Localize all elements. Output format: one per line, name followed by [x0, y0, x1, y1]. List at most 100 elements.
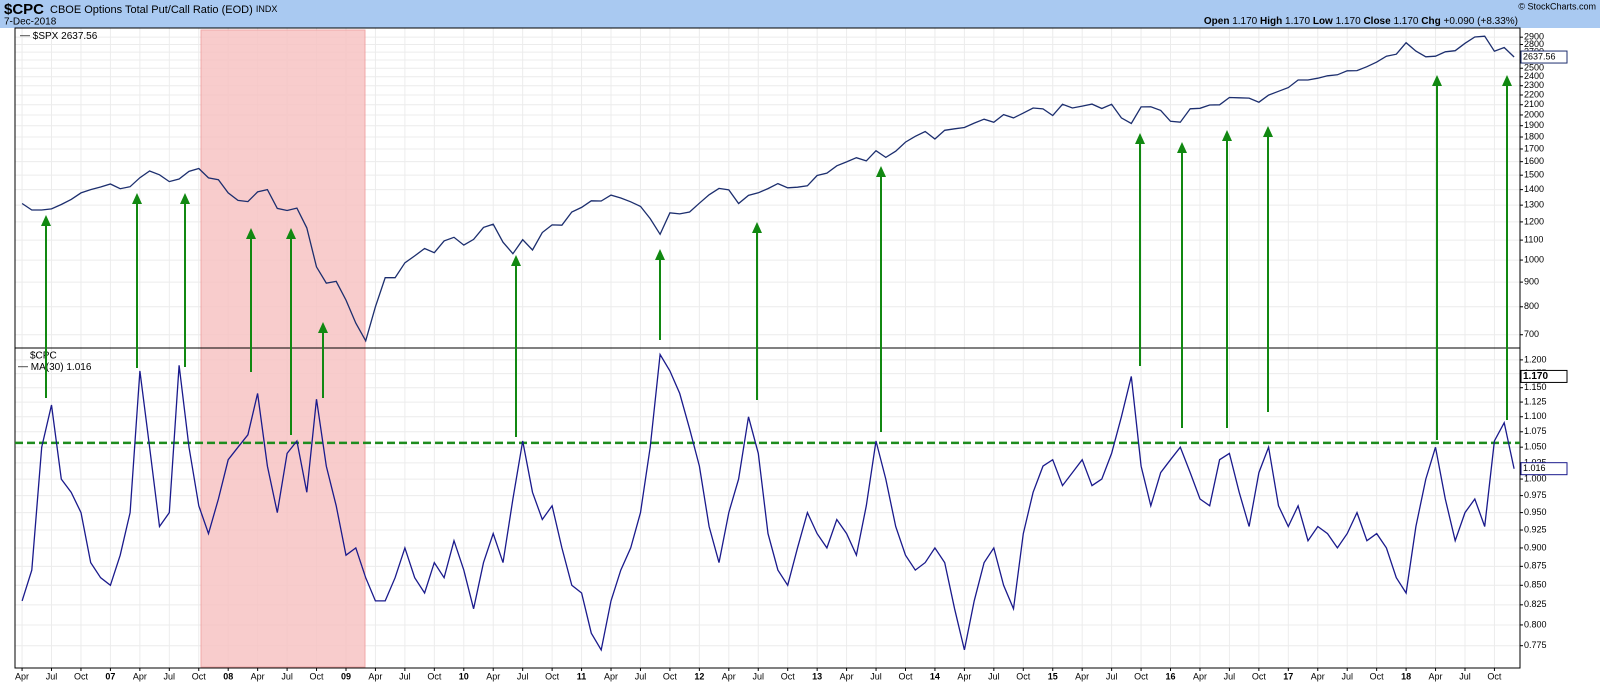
last-value-label: 2637.56: [1523, 51, 1556, 61]
arrow-head: [41, 215, 51, 226]
y-tick-label: 2200: [1524, 89, 1544, 99]
last-value-box: [1520, 462, 1568, 476]
copyright: © StockCharts.com: [1518, 1, 1596, 11]
arrow-head: [1432, 75, 1442, 86]
x-tick-label: 18: [1401, 671, 1411, 681]
arrow-head: [655, 249, 665, 260]
y-tick-label: 1.000: [1524, 473, 1547, 483]
x-tick-label: Apr: [486, 671, 500, 681]
panel-title: $CPC: [30, 351, 57, 362]
legend-spx: — $SPX 2637.56: [20, 31, 98, 42]
y-tick-label: 1500: [1524, 170, 1544, 180]
x-tick-label: 10: [459, 671, 469, 681]
y-tick-label: 1700: [1524, 143, 1544, 153]
y-tick-label: 1.200: [1524, 354, 1547, 364]
x-tick-label: Apr: [722, 671, 736, 681]
y-tick-label: 2900: [1524, 32, 1544, 42]
x-tick-label: Oct: [427, 671, 442, 681]
y-tick-label: 2400: [1524, 71, 1544, 81]
y-tick-label: 2800: [1524, 39, 1544, 49]
x-tick-label: Oct: [1487, 671, 1502, 681]
arrow-head: [752, 222, 762, 233]
y-tick-label: 0.950: [1524, 507, 1547, 517]
y-tick-label: 0.825: [1524, 599, 1547, 609]
x-tick-label: Jul: [1106, 671, 1118, 681]
y-tick-label: 1000: [1524, 254, 1544, 264]
y-tick-label: 2100: [1524, 99, 1544, 109]
arrow-head: [511, 255, 521, 266]
x-tick-label: 16: [1166, 671, 1176, 681]
x-tick-label: Jul: [635, 671, 647, 681]
x-tick-label: Jul: [399, 671, 411, 681]
x-tick-label: Oct: [545, 671, 560, 681]
x-tick-label: Oct: [781, 671, 796, 681]
y-tick-label: 1.150: [1524, 382, 1547, 392]
y-tick-label: 1900: [1524, 120, 1544, 130]
x-tick-label: 17: [1283, 671, 1293, 681]
x-tick-label: Jul: [46, 671, 58, 681]
x-tick-label: Oct: [1016, 671, 1031, 681]
x-tick-label: 13: [812, 671, 822, 681]
date: 7-Dec-2018: [4, 17, 57, 28]
x-tick-label: Oct: [1370, 671, 1385, 681]
last-close-label: 1.170: [1523, 371, 1548, 382]
x-tick-label: 11: [577, 671, 587, 681]
last-value-box: [1520, 50, 1568, 64]
arrow-head: [132, 193, 142, 204]
x-tick-label: 14: [930, 671, 940, 681]
x-tick-label: 08: [223, 671, 233, 681]
x-tick-label: Jul: [281, 671, 293, 681]
y-tick-label: 2000: [1524, 109, 1544, 119]
x-tick-label: Apr: [604, 671, 618, 681]
y-tick-label: 0.875: [1524, 561, 1547, 571]
x-tick-label: Oct: [1134, 671, 1149, 681]
y-tick-label: 0.850: [1524, 580, 1547, 590]
symbol: $CPC: [4, 1, 44, 18]
x-tick-label: Oct: [1252, 671, 1267, 681]
last-value-label: 1.016: [1523, 463, 1546, 473]
x-tick-label: Oct: [310, 671, 325, 681]
y-tick-label: 1.075: [1524, 426, 1547, 436]
series-line: [21, 352, 1515, 652]
x-tick-label: 09: [341, 671, 351, 681]
arrow-head: [1263, 126, 1273, 137]
quote: Open 1.170 High 1.170 Low 1.170 Close 1.…: [1204, 16, 1518, 27]
x-tick-label: Jul: [870, 671, 882, 681]
x-tick-label: Jul: [1459, 671, 1471, 681]
y-tick-label: 1100: [1524, 234, 1543, 244]
arrow-head: [1135, 133, 1145, 144]
last-close-box: [1520, 369, 1568, 383]
x-tick-label: Apr: [251, 671, 265, 681]
series-line: [21, 35, 1515, 343]
x-tick-label: 15: [1048, 671, 1058, 681]
x-tick-label: Apr: [1075, 671, 1089, 681]
y-tick-label: 0.925: [1524, 524, 1547, 534]
arrow-head: [876, 166, 886, 177]
x-tick-label: Jul: [988, 671, 1000, 681]
arrow-head: [246, 228, 256, 239]
x-tick-label: Apr: [1311, 671, 1325, 681]
y-tick-label: 1.125: [1524, 396, 1547, 406]
x-tick-label: Jul: [1341, 671, 1353, 681]
arrow-head: [1177, 142, 1187, 153]
x-tick-label: Apr: [133, 671, 147, 681]
y-tick-label: 1800: [1524, 131, 1544, 141]
panel-frame: [14, 347, 1521, 669]
x-tick-label: Jul: [517, 671, 529, 681]
y-tick-label: 0.900: [1524, 542, 1547, 552]
x-tick-label: 07: [105, 671, 115, 681]
x-tick-label: Oct: [663, 671, 678, 681]
x-tick-label: Apr: [368, 671, 382, 681]
y-tick-label: 700: [1524, 329, 1539, 339]
legend-ma: — MA(30) 1.016: [18, 362, 92, 373]
arrow-head: [318, 322, 328, 333]
y-tick-label: 0.975: [1524, 490, 1547, 500]
y-tick-label: 1300: [1524, 200, 1544, 210]
x-tick-label: Apr: [840, 671, 854, 681]
x-tick-label: 12: [694, 671, 704, 681]
y-tick-label: 0.775: [1524, 640, 1547, 650]
y-tick-label: 0.800: [1524, 619, 1547, 629]
security-name: CBOE Options Total Put/Call Ratio (EOD) …: [50, 4, 277, 16]
y-tick-label: 800: [1524, 301, 1539, 311]
